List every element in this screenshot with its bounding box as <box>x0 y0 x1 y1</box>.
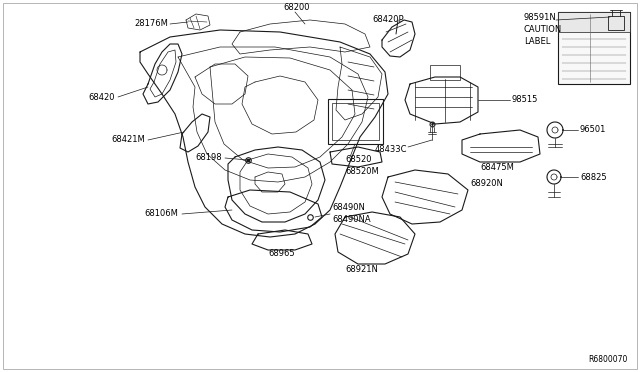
Bar <box>608 16 624 30</box>
Text: 68490NA: 68490NA <box>332 215 371 224</box>
Text: 68520: 68520 <box>345 155 371 164</box>
Text: LABEL: LABEL <box>524 38 550 46</box>
Text: 68920N: 68920N <box>470 180 503 189</box>
Bar <box>558 12 630 84</box>
Text: 68420: 68420 <box>88 93 115 102</box>
Text: 68965: 68965 <box>268 250 294 259</box>
Text: 68200: 68200 <box>283 3 310 13</box>
Text: 68520M: 68520M <box>345 167 379 176</box>
Text: 98591N: 98591N <box>524 13 557 22</box>
Text: R6800070: R6800070 <box>589 356 628 365</box>
Bar <box>430 65 460 80</box>
Text: 68421M: 68421M <box>111 135 145 144</box>
Text: 68921N: 68921N <box>345 266 378 275</box>
Text: 48433C: 48433C <box>375 145 408 154</box>
Text: 68106M: 68106M <box>144 209 178 218</box>
Text: 68420P: 68420P <box>372 16 404 25</box>
Bar <box>558 12 630 32</box>
Text: 28176M: 28176M <box>134 19 168 29</box>
Text: 68490N: 68490N <box>332 202 365 212</box>
Text: 68198: 68198 <box>195 154 222 163</box>
Text: 68825: 68825 <box>580 173 607 182</box>
Bar <box>332 103 379 140</box>
Text: 68475M: 68475M <box>480 163 514 171</box>
Text: 98515: 98515 <box>512 96 538 105</box>
Text: CAUTION: CAUTION <box>524 26 563 35</box>
Text: 96501: 96501 <box>580 125 606 135</box>
Bar <box>328 99 383 144</box>
